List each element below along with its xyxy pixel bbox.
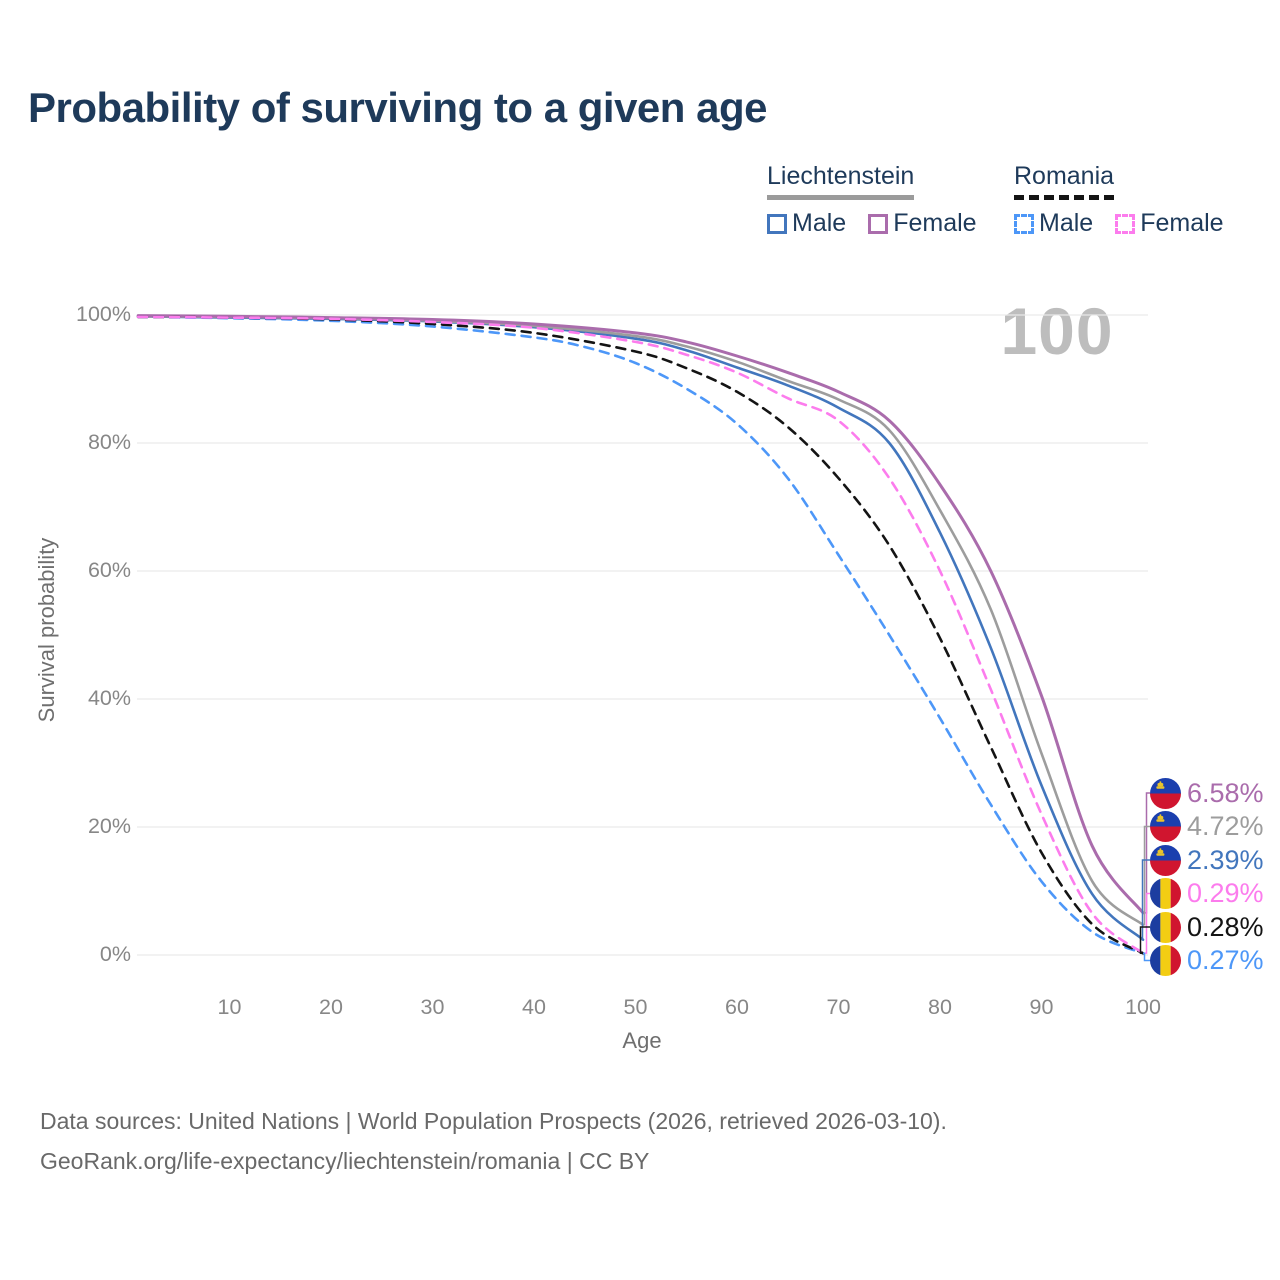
x-tick-label: 90 (1029, 995, 1054, 1019)
end-label-value: 0.29% (1187, 878, 1264, 908)
x-tick-label: 100 (1125, 995, 1161, 1019)
legend-group-romania: Romania Male Female (1014, 162, 1224, 238)
series-line-liechtenstein-female[interactable] (136, 314, 1145, 915)
series-line-liechtenstein-male[interactable] (136, 314, 1145, 941)
footer-source-line: Data sources: United Nations | World Pop… (40, 1108, 947, 1134)
legend-swatch-liechtenstein-female (868, 213, 889, 234)
page-title: Probability of surviving to a given age (28, 84, 767, 131)
x-axis-title: Age (622, 1028, 662, 1053)
legend-swatch-liechtenstein-male (767, 213, 787, 234)
romania-flag-icon (1150, 945, 1181, 976)
end-label-value: 6.58% (1187, 777, 1264, 808)
end-label-value: 0.27% (1187, 945, 1264, 975)
y-tick-label: 80% (87, 430, 131, 454)
x-tick-label: 30 (420, 995, 445, 1019)
x-tick-label: 10 (217, 995, 242, 1019)
end-label-row: 0.28% (1150, 911, 1264, 943)
series-line-romania-female[interactable] (136, 315, 1145, 955)
end-label-value: 2.39% (1187, 844, 1264, 875)
y-tick-label: 100% (76, 302, 131, 326)
x-tick-label: 50 (623, 995, 648, 1019)
legend-group-liechtenstein: Liechtenstein Male Female (767, 162, 977, 238)
x-tick-label: 80 (928, 995, 952, 1019)
end-label-row: 0.27% (1150, 945, 1264, 976)
series-line-romania-male[interactable] (136, 315, 1145, 955)
legend-swatch-romania-female (1115, 213, 1136, 234)
end-label-row: 2.39% (1150, 844, 1264, 876)
end-label-value: 4.72% (1187, 811, 1264, 841)
x-tick-label: 70 (826, 995, 851, 1019)
end-label-row: 4.72% (1150, 811, 1264, 842)
liechtenstein-flag-icon (1150, 844, 1181, 876)
legend-item-label: Male (1039, 209, 1094, 237)
y-tick-label: 0% (99, 942, 131, 966)
end-label-connector (1143, 825, 1150, 926)
end-label-connector (1139, 926, 1150, 954)
x-tick-label: 60 (725, 995, 749, 1019)
romania-flag-icon (1150, 911, 1181, 943)
end-label-row: 6.58% (1150, 777, 1264, 809)
y-tick-label: 40% (87, 686, 131, 710)
age-watermark: 100 (1000, 294, 1114, 368)
series-line-romania-both-sexes[interactable] (136, 315, 1145, 955)
end-label-connector (1143, 952, 1150, 962)
end-label-connector (1141, 859, 1150, 941)
footer-license-line: GeoRank.org/life-expectancy/liechtenstei… (40, 1148, 650, 1174)
legend-item-liechtenstein-female[interactable]: Female (868, 209, 977, 238)
legend-item-label: Female (893, 209, 977, 237)
y-tick-label: 20% (87, 814, 131, 838)
romania-flag-icon (1150, 878, 1181, 909)
x-tick-label: 40 (522, 995, 546, 1019)
legend-item-romania-male[interactable]: Male (1014, 209, 1093, 238)
x-tick-label: 20 (319, 995, 343, 1019)
legend-country-liechtenstein: Liechtenstein (767, 162, 915, 200)
legend-item-liechtenstein-male[interactable]: Male (767, 209, 846, 238)
legend-item-label: Female (1140, 209, 1224, 237)
liechtenstein-flag-icon (1150, 811, 1181, 842)
series-line-liechtenstein-both-sexes[interactable] (136, 314, 1145, 927)
legend-swatch-romania-male (1014, 213, 1034, 234)
y-tick-label: 60% (87, 558, 131, 582)
legend-item-romania-female[interactable]: Female (1115, 209, 1224, 238)
end-label-row: 0.29% (1150, 878, 1264, 909)
legend-country-romania: Romania (1014, 162, 1115, 200)
liechtenstein-flag-icon (1150, 777, 1181, 809)
end-label-value: 0.28% (1187, 911, 1264, 942)
legend-item-label: Male (792, 209, 847, 237)
